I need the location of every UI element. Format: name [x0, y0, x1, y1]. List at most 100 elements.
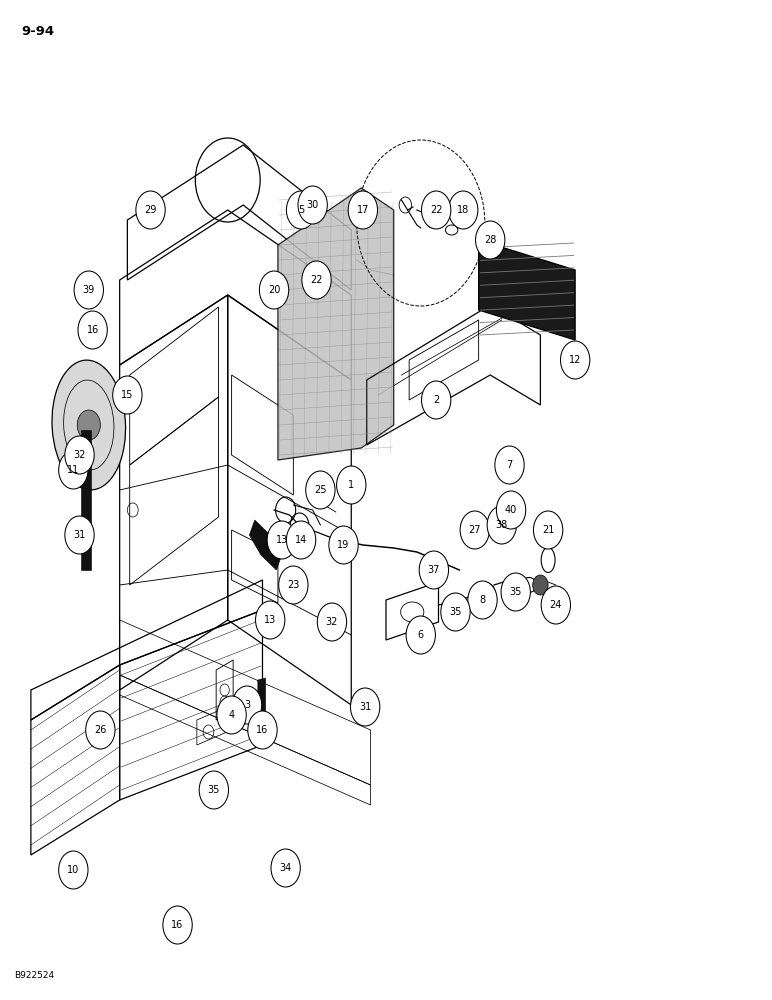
- Circle shape: [306, 471, 335, 509]
- Text: 29: 29: [144, 205, 157, 215]
- Circle shape: [419, 551, 449, 589]
- Circle shape: [232, 686, 262, 724]
- Text: 30: 30: [306, 200, 319, 210]
- Text: 6: 6: [418, 630, 424, 640]
- Text: 5: 5: [298, 205, 304, 215]
- Text: 28: 28: [484, 235, 496, 245]
- Text: 14: 14: [295, 535, 307, 545]
- Circle shape: [302, 261, 331, 299]
- Text: 27: 27: [469, 525, 481, 535]
- Text: 1: 1: [348, 480, 354, 490]
- Circle shape: [199, 771, 229, 809]
- Polygon shape: [81, 430, 91, 570]
- Text: 16: 16: [171, 920, 184, 930]
- Text: 19: 19: [337, 540, 350, 550]
- Circle shape: [279, 566, 308, 604]
- Polygon shape: [278, 188, 394, 460]
- Text: 17: 17: [357, 205, 369, 215]
- Text: 22: 22: [430, 205, 442, 215]
- Circle shape: [74, 271, 103, 309]
- Circle shape: [65, 516, 94, 554]
- Circle shape: [77, 410, 100, 440]
- Circle shape: [267, 521, 296, 559]
- Text: 16: 16: [86, 325, 99, 335]
- Circle shape: [59, 851, 88, 889]
- Text: 3: 3: [244, 700, 250, 710]
- Polygon shape: [479, 240, 575, 340]
- Circle shape: [317, 603, 347, 641]
- Text: 7: 7: [506, 460, 513, 470]
- Circle shape: [460, 511, 489, 549]
- Circle shape: [136, 191, 165, 229]
- Circle shape: [533, 575, 548, 595]
- Text: 37: 37: [428, 565, 440, 575]
- Text: 31: 31: [73, 530, 86, 540]
- Circle shape: [329, 526, 358, 564]
- Circle shape: [298, 186, 327, 224]
- Text: 32: 32: [326, 617, 338, 627]
- Text: 35: 35: [510, 587, 522, 597]
- Text: 31: 31: [359, 702, 371, 712]
- Circle shape: [422, 191, 451, 229]
- Text: 4: 4: [229, 710, 235, 720]
- Text: 8: 8: [479, 595, 486, 605]
- Circle shape: [286, 521, 316, 559]
- Circle shape: [449, 191, 478, 229]
- Text: 40: 40: [505, 505, 517, 515]
- Circle shape: [256, 601, 285, 639]
- Circle shape: [217, 696, 246, 734]
- Polygon shape: [249, 520, 282, 570]
- Text: 35: 35: [208, 785, 220, 795]
- Circle shape: [496, 491, 526, 529]
- Text: 32: 32: [73, 450, 86, 460]
- Text: 13: 13: [264, 615, 276, 625]
- Circle shape: [476, 221, 505, 259]
- Text: 23: 23: [287, 580, 300, 590]
- Ellipse shape: [52, 360, 126, 490]
- Circle shape: [113, 376, 142, 414]
- Text: 39: 39: [83, 285, 95, 295]
- Circle shape: [65, 436, 94, 474]
- Text: 22: 22: [310, 275, 323, 285]
- Circle shape: [533, 511, 563, 549]
- Text: 38: 38: [496, 520, 508, 530]
- Circle shape: [441, 593, 470, 631]
- Circle shape: [78, 311, 107, 349]
- Circle shape: [163, 906, 192, 944]
- Circle shape: [59, 451, 88, 489]
- Circle shape: [422, 381, 451, 419]
- Text: 18: 18: [457, 205, 469, 215]
- Text: 34: 34: [279, 863, 292, 873]
- Text: 26: 26: [94, 725, 107, 735]
- Text: 11: 11: [67, 465, 80, 475]
- Text: 10: 10: [67, 865, 80, 875]
- Text: 9-94: 9-94: [22, 25, 55, 38]
- Text: 35: 35: [449, 607, 462, 617]
- Circle shape: [350, 688, 380, 726]
- Text: 16: 16: [256, 725, 269, 735]
- Circle shape: [501, 573, 530, 611]
- Circle shape: [286, 191, 316, 229]
- Circle shape: [487, 506, 516, 544]
- Circle shape: [271, 849, 300, 887]
- Text: 13: 13: [276, 535, 288, 545]
- Text: B922524: B922524: [14, 971, 54, 980]
- Circle shape: [560, 341, 590, 379]
- Circle shape: [248, 711, 277, 749]
- Circle shape: [406, 616, 435, 654]
- Circle shape: [495, 446, 524, 484]
- Circle shape: [541, 586, 571, 624]
- Text: 25: 25: [314, 485, 327, 495]
- Text: 24: 24: [550, 600, 562, 610]
- Text: 20: 20: [268, 285, 280, 295]
- Circle shape: [259, 271, 289, 309]
- Polygon shape: [258, 678, 266, 740]
- Circle shape: [468, 581, 497, 619]
- Text: 21: 21: [542, 525, 554, 535]
- Circle shape: [86, 711, 115, 749]
- Circle shape: [348, 191, 378, 229]
- Circle shape: [337, 466, 366, 504]
- Text: 12: 12: [569, 355, 581, 365]
- Text: 15: 15: [121, 390, 134, 400]
- Text: 2: 2: [433, 395, 439, 405]
